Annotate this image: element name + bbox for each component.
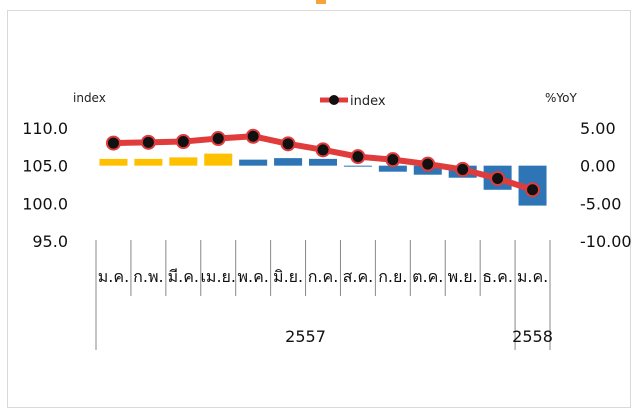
bar bbox=[99, 158, 128, 166]
line-marker bbox=[525, 182, 541, 198]
line-marker bbox=[210, 131, 226, 147]
bar bbox=[239, 159, 268, 166]
right-axis-ticks: 5.00 0.00 -5.00 -10.00 bbox=[580, 119, 632, 251]
bar bbox=[343, 165, 372, 167]
x-tick-label: พ.ย. bbox=[448, 267, 478, 286]
left-tick-label: 100.0 bbox=[22, 194, 68, 213]
x-tick-label: มิ.ย. bbox=[273, 267, 303, 286]
left-axis-unit: index bbox=[73, 91, 106, 105]
right-tick-label: -10.00 bbox=[580, 232, 632, 251]
year-label: 2558 bbox=[512, 327, 553, 346]
x-tick-label: ธ.ค. bbox=[482, 267, 513, 286]
legend-label: index bbox=[350, 94, 386, 109]
legend-marker bbox=[329, 95, 339, 105]
top-accent bbox=[316, 0, 326, 4]
bar bbox=[378, 165, 407, 172]
line-marker bbox=[315, 142, 331, 158]
line-marker bbox=[280, 136, 296, 152]
x-tick-label: ม.ค. bbox=[517, 267, 548, 286]
x-tick-label: ก.ย. bbox=[378, 267, 407, 286]
line-marker bbox=[245, 128, 261, 144]
line-marker bbox=[350, 149, 366, 165]
bar-series bbox=[99, 153, 547, 206]
right-tick-label: 0.00 bbox=[580, 157, 616, 176]
bar bbox=[204, 153, 233, 166]
x-tick-label: ก.ค. bbox=[308, 267, 339, 286]
line-marker bbox=[385, 152, 401, 168]
x-tick-label: ต.ค. bbox=[412, 267, 443, 286]
bar bbox=[169, 157, 198, 166]
x-tick-label: ส.ค. bbox=[343, 267, 374, 286]
right-axis-unit: %YoY bbox=[545, 91, 577, 105]
left-tick-label: 95.0 bbox=[32, 232, 68, 251]
line-marker bbox=[420, 156, 436, 172]
line-marker bbox=[140, 134, 156, 150]
x-axis: ม.ค. ก.พ. มี.ค. เม.ย. พ.ค. มิ.ย. ก.ค. ส.ค. ก.ย. ต… bbox=[95, 240, 553, 350]
left-axis-ticks: 110.0 105.0 100.0 95.0 bbox=[22, 119, 68, 251]
x-tick-label: ม.ค. bbox=[98, 267, 129, 286]
line-series bbox=[105, 128, 541, 198]
bar bbox=[274, 158, 303, 166]
legend: index bbox=[320, 94, 386, 109]
x-tick-label: ก.พ. bbox=[133, 267, 163, 286]
bar bbox=[134, 158, 163, 166]
x-tick-label: มี.ค. bbox=[168, 267, 199, 286]
right-tick-label: 5.00 bbox=[580, 119, 616, 138]
line-marker bbox=[175, 134, 191, 150]
left-tick-label: 105.0 bbox=[22, 157, 68, 176]
x-tick-label: เม.ย. bbox=[200, 267, 236, 286]
x-tick-label: พ.ค. bbox=[237, 267, 268, 286]
line-marker bbox=[455, 161, 471, 177]
year-label: 2557 bbox=[285, 327, 326, 346]
right-tick-label: -5.00 bbox=[580, 194, 621, 213]
line-marker bbox=[105, 135, 121, 151]
bar bbox=[309, 158, 337, 166]
left-tick-label: 110.0 bbox=[22, 119, 68, 138]
chart-frame bbox=[7, 10, 631, 408]
line-marker bbox=[490, 170, 506, 186]
